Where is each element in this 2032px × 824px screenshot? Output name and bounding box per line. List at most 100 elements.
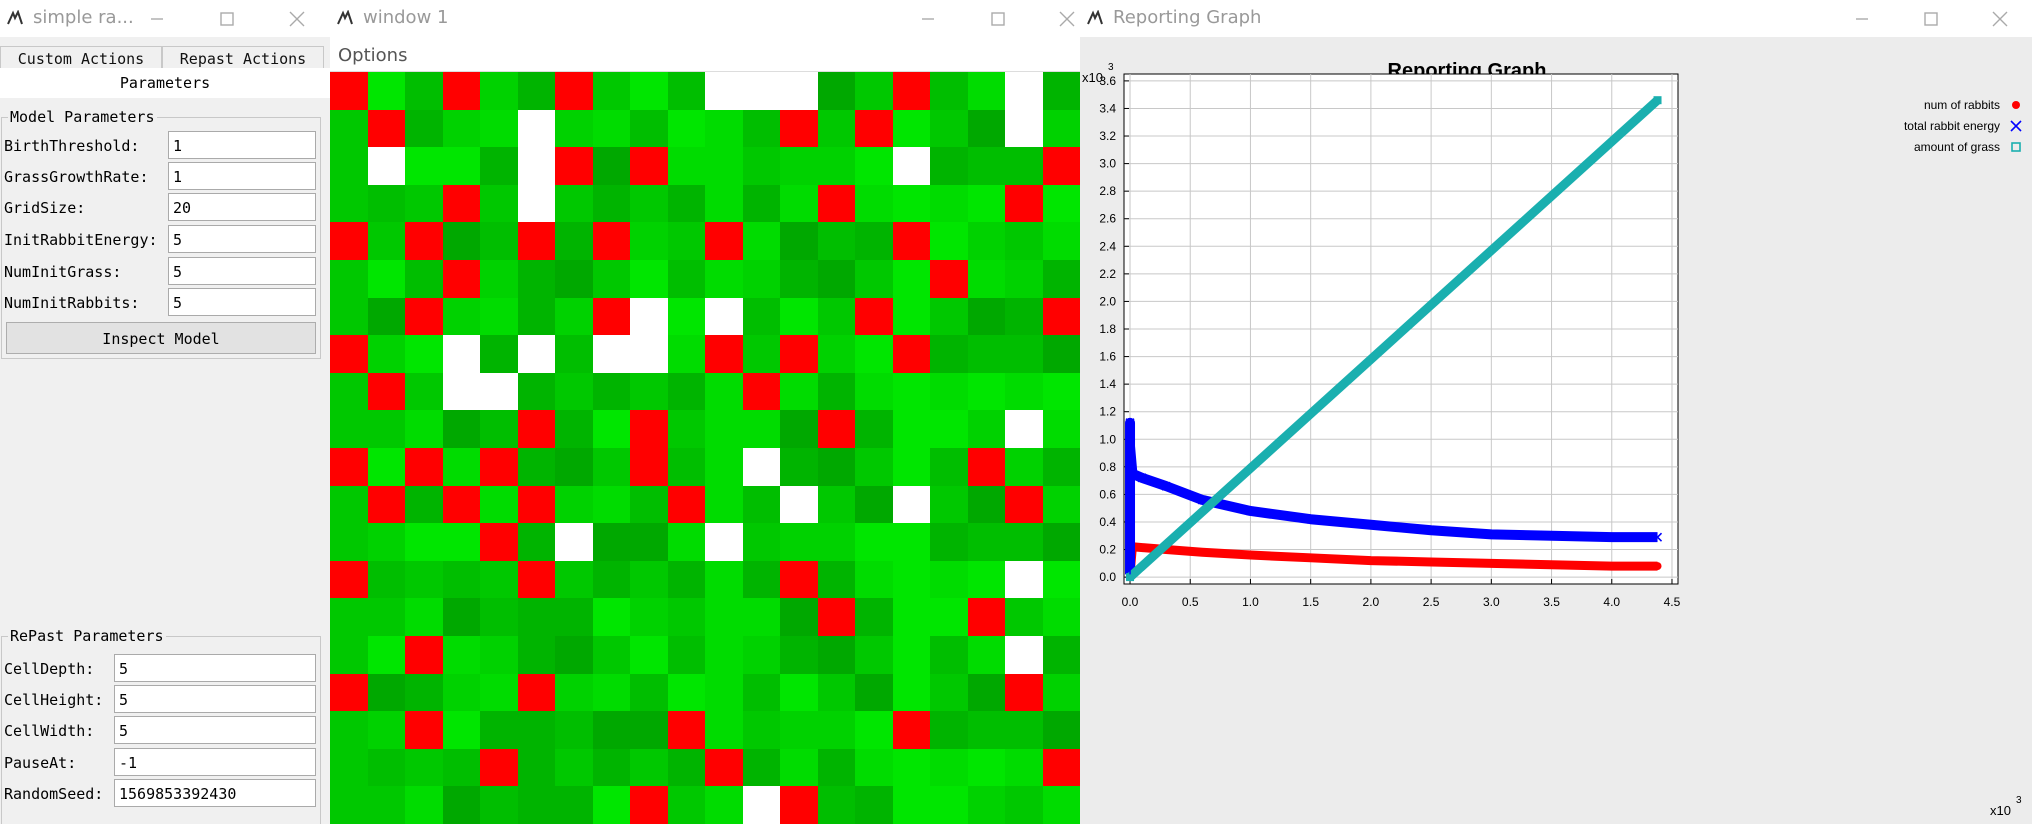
- grass-cell[interactable]: [780, 410, 818, 449]
- rabbit-cell[interactable]: [892, 711, 931, 750]
- grass-cell[interactable]: [405, 260, 443, 298]
- grass-cell[interactable]: [555, 673, 593, 712]
- grass-cell[interactable]: [517, 711, 556, 750]
- grass-cell[interactable]: [592, 560, 631, 599]
- title-bar[interactable]: Reporting Graph: [1080, 0, 2032, 37]
- empty-cell[interactable]: [705, 297, 743, 336]
- grass-cell[interactable]: [517, 297, 556, 336]
- grass-cell[interactable]: [405, 786, 443, 824]
- rabbit-cell[interactable]: [630, 410, 668, 449]
- rabbit-cell[interactable]: [367, 485, 406, 524]
- grass-cell[interactable]: [555, 560, 593, 599]
- empty-cell[interactable]: [517, 335, 556, 374]
- grass-cell[interactable]: [480, 636, 518, 674]
- grass-cell[interactable]: [892, 748, 931, 787]
- grass-cell[interactable]: [405, 523, 443, 562]
- grass-cell[interactable]: [892, 184, 931, 223]
- grass-cell[interactable]: [967, 410, 1006, 449]
- grass-cell[interactable]: [480, 598, 518, 637]
- grass-cell[interactable]: [930, 523, 968, 562]
- grass-cell[interactable]: [817, 448, 856, 486]
- rabbit-cell[interactable]: [330, 673, 368, 712]
- grass-cell[interactable]: [630, 673, 668, 712]
- grass-growth-rate-input[interactable]: 1: [168, 162, 316, 190]
- grass-cell[interactable]: [1042, 335, 1080, 374]
- grass-cell[interactable]: [1005, 335, 1043, 374]
- grass-cell[interactable]: [817, 109, 856, 148]
- grass-cell[interactable]: [742, 711, 781, 750]
- grass-cell[interactable]: [1042, 711, 1080, 750]
- grass-cell[interactable]: [442, 222, 481, 261]
- cell-width-input[interactable]: 5: [114, 716, 316, 744]
- grass-cell[interactable]: [630, 748, 668, 787]
- grass-cell[interactable]: [330, 485, 368, 524]
- grass-cell[interactable]: [667, 786, 706, 824]
- rabbit-cell[interactable]: [442, 72, 481, 110]
- pause-at-input[interactable]: -1: [114, 748, 316, 776]
- grass-cell[interactable]: [592, 260, 631, 298]
- grass-cell[interactable]: [367, 748, 406, 787]
- grass-cell[interactable]: [1042, 260, 1080, 298]
- grass-cell[interactable]: [855, 335, 893, 374]
- grass-cell[interactable]: [630, 372, 668, 411]
- grass-cell[interactable]: [367, 560, 406, 599]
- empty-cell[interactable]: [442, 372, 481, 411]
- grass-cell[interactable]: [1005, 786, 1043, 824]
- grass-cell[interactable]: [1042, 448, 1080, 486]
- grass-cell[interactable]: [330, 184, 368, 223]
- grass-cell[interactable]: [592, 673, 631, 712]
- grass-cell[interactable]: [780, 260, 818, 298]
- maximize-button[interactable]: [204, 0, 250, 37]
- grass-cell[interactable]: [405, 147, 443, 186]
- grass-cell[interactable]: [855, 523, 893, 562]
- grass-cell[interactable]: [817, 222, 856, 261]
- empty-cell[interactable]: [1005, 109, 1043, 148]
- grass-cell[interactable]: [892, 109, 931, 148]
- empty-cell[interactable]: [630, 297, 668, 336]
- grass-cell[interactable]: [480, 786, 518, 824]
- rabbit-cell[interactable]: [517, 222, 556, 261]
- rabbit-cell[interactable]: [855, 297, 893, 336]
- rabbit-cell[interactable]: [555, 147, 593, 186]
- close-button[interactable]: [274, 0, 320, 37]
- grass-cell[interactable]: [592, 147, 631, 186]
- grass-cell[interactable]: [967, 147, 1006, 186]
- grass-cell[interactable]: [442, 410, 481, 449]
- grass-cell[interactable]: [405, 184, 443, 223]
- grass-cell[interactable]: [442, 523, 481, 562]
- grass-cell[interactable]: [667, 748, 706, 787]
- grass-cell[interactable]: [667, 260, 706, 298]
- empty-cell[interactable]: [742, 448, 781, 486]
- grass-cell[interactable]: [855, 147, 893, 186]
- grass-cell[interactable]: [405, 372, 443, 411]
- grass-cell[interactable]: [705, 560, 743, 599]
- grass-cell[interactable]: [817, 297, 856, 336]
- grass-cell[interactable]: [780, 711, 818, 750]
- grass-cell[interactable]: [742, 410, 781, 449]
- grass-cell[interactable]: [967, 222, 1006, 261]
- inspect-model-button[interactable]: Inspect Model: [6, 322, 316, 354]
- rabbit-cell[interactable]: [667, 711, 706, 750]
- grass-cell[interactable]: [480, 560, 518, 599]
- grass-cell[interactable]: [742, 748, 781, 787]
- grass-cell[interactable]: [480, 335, 518, 374]
- grass-cell[interactable]: [705, 711, 743, 750]
- maximize-button[interactable]: [1908, 0, 1954, 37]
- grass-cell[interactable]: [592, 184, 631, 223]
- grass-cell[interactable]: [405, 410, 443, 449]
- rabbit-cell[interactable]: [1042, 297, 1080, 336]
- grass-cell[interactable]: [967, 673, 1006, 712]
- grass-cell[interactable]: [892, 598, 931, 637]
- grass-cell[interactable]: [667, 72, 706, 110]
- grass-cell[interactable]: [667, 297, 706, 336]
- rabbit-cell[interactable]: [592, 222, 631, 261]
- grass-cell[interactable]: [1042, 523, 1080, 562]
- grass-cell[interactable]: [367, 786, 406, 824]
- grass-cell[interactable]: [592, 748, 631, 787]
- grass-cell[interactable]: [667, 410, 706, 449]
- grass-cell[interactable]: [930, 72, 968, 110]
- rabbit-cell[interactable]: [817, 410, 856, 449]
- grass-cell[interactable]: [817, 335, 856, 374]
- grass-cell[interactable]: [705, 184, 743, 223]
- minimize-button[interactable]: [1839, 0, 1885, 37]
